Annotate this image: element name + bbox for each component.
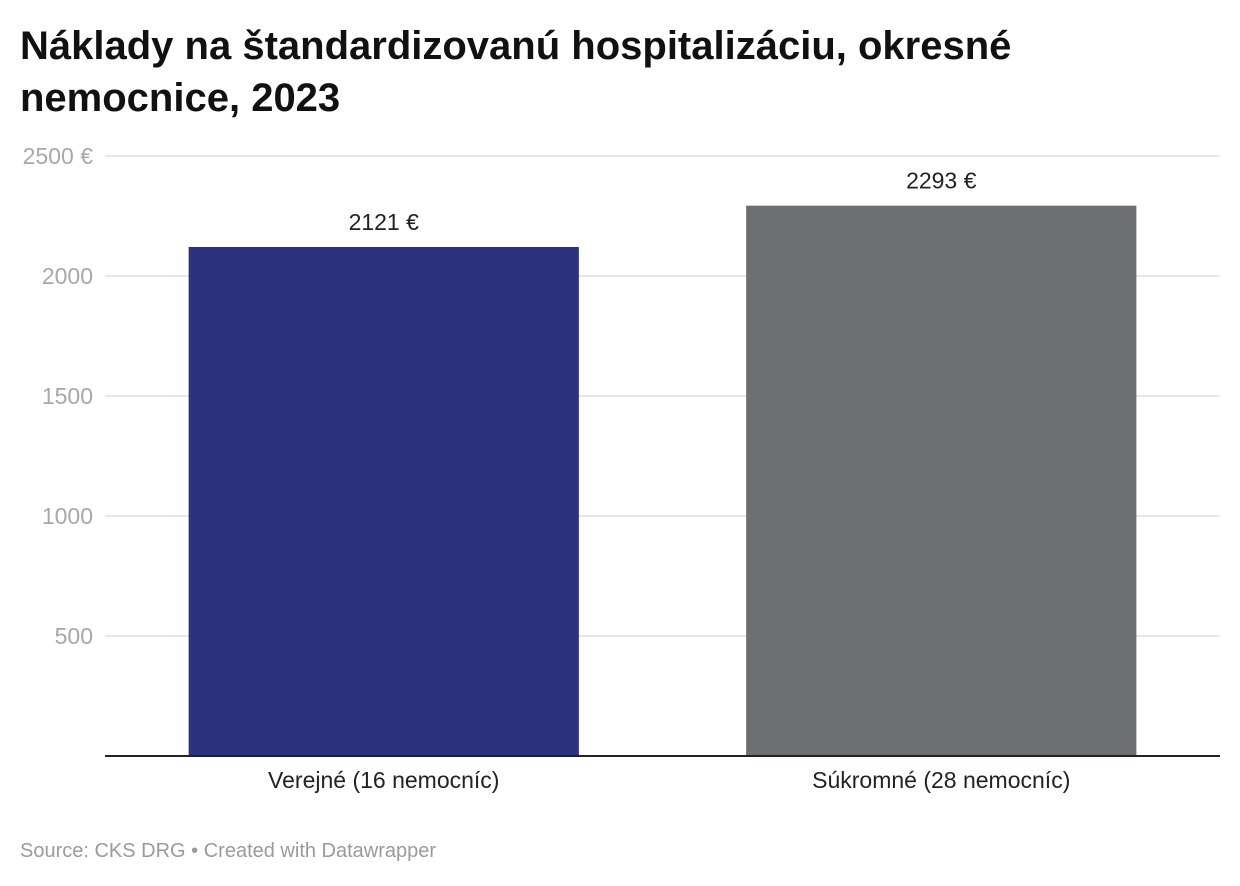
bar-value-label: 2293 € — [906, 168, 977, 194]
chart-title: Náklady na štandardizovanú hospitalizáci… — [20, 24, 1012, 120]
bar — [746, 205, 1137, 756]
x-category-label: Súkromné (28 nemocníc) — [812, 767, 1070, 793]
y-tick-label: 500 — [55, 623, 93, 649]
y-tick-label: 1000 — [42, 503, 93, 529]
bar-value-label: 2121 € — [349, 209, 420, 235]
y-tick-label: 2500 € — [23, 143, 94, 169]
y-tick-label: 2000 — [42, 263, 93, 289]
y-tick-label: 1500 — [42, 383, 93, 409]
source-note: Source: CKS DRG • Created with Datawrapp… — [20, 840, 437, 862]
x-category-label: Verejné (16 nemocníc) — [268, 767, 499, 793]
bar — [188, 246, 579, 756]
